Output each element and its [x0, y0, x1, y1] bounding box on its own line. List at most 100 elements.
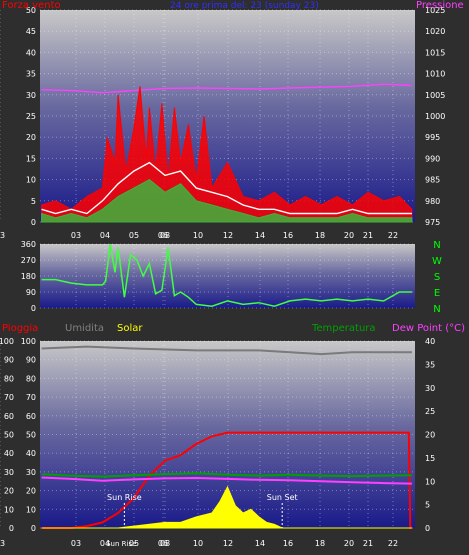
- panel3-right-tick-label: 25: [425, 407, 435, 416]
- panel2-background: [40, 244, 415, 308]
- panel3-x-tick-label: 16: [283, 539, 293, 548]
- panel1-left-tick-label: 40: [26, 48, 36, 57]
- panel3-right-tick-label: 20: [425, 431, 435, 440]
- panel3-x-tick-label: 12: [223, 539, 233, 548]
- panel3-x-tick-label: 06: [158, 539, 168, 548]
- panel1-series-3: [41, 161, 412, 215]
- panel3-x-tick-label: 03: [71, 539, 81, 548]
- panel1-x-tick-label: 23: [0, 231, 5, 240]
- panel3-x-tick-label: 20: [344, 539, 354, 548]
- panel3-left-tick-label-inner: 40: [26, 449, 36, 458]
- panel1-left-tick-label: 50: [26, 6, 36, 15]
- panel3-left-tick-label: 60: [4, 412, 14, 421]
- panel3-x-tick-label: 08: [160, 539, 170, 548]
- panel2-ticks: 0 N 90 E 180 S 270 W 360 N: [21, 240, 442, 315]
- panel3-left-tick-label: 40: [4, 449, 14, 458]
- panel1-x-tick-label: 10: [193, 231, 203, 240]
- panel1-right-tick-label: 1010: [425, 70, 445, 79]
- panel1-x-tick-label: 04: [100, 231, 110, 240]
- panel1-x-tick-label: 12: [223, 231, 233, 240]
- panel2-compass-label: S: [434, 272, 440, 283]
- panel3-right-tick-label: 40: [425, 337, 435, 346]
- panel1-x-tick-label: 18: [315, 231, 325, 240]
- panel1-right-tick-label: 990: [425, 154, 440, 163]
- panel3-right-tick-label: 30: [425, 384, 435, 393]
- panel3-series-2: [41, 472, 412, 478]
- panel3-left-tick-label-inner: 50: [26, 431, 36, 440]
- panel3-right-tick-label: 15: [425, 454, 435, 463]
- panel1-left-tick-label: 20: [26, 133, 36, 142]
- panel3-x-tick-label: 22: [388, 539, 398, 548]
- panel3-left-tick-label: 90: [4, 356, 14, 365]
- panel3-label-pioggia: Pioggia: [2, 323, 38, 334]
- panel2-left-tick-label: 270: [21, 256, 36, 265]
- panel1-x-tick-label: 20: [344, 231, 354, 240]
- panel2-series-0: [41, 243, 412, 307]
- panel1-left-tick-label: 0: [31, 218, 36, 227]
- panel3-right-tick-label: 35: [425, 360, 435, 369]
- panel1-series: [41, 83, 413, 223]
- panel3-annotation-axis-label: Sun Rise: [106, 540, 136, 548]
- panel3-left-tick-label-inner: 60: [26, 412, 36, 421]
- panel2-compass-label: E: [434, 288, 440, 299]
- panel3-left-tick-label-inner: 30: [26, 468, 36, 477]
- panel3-series-1: [41, 431, 412, 529]
- panel1-x-tick-label: 08: [160, 231, 170, 240]
- panel3-left-tick-label: 70: [4, 393, 14, 402]
- panel1-right-tick-label: 1015: [425, 48, 445, 57]
- panel1-left-tick-label: 25: [26, 112, 36, 121]
- panel1-right-tick-label: 975: [425, 218, 440, 227]
- panel3-series-4: [41, 485, 412, 529]
- panel1-left-tick-label: 5: [31, 197, 36, 206]
- panel3-x-tick-label: 23: [0, 539, 5, 548]
- panel1-right-tick-label: 1005: [425, 91, 445, 100]
- panel3-left-tick-label-inner: 70: [26, 393, 36, 402]
- panel1-right-tick-label: 980: [425, 197, 440, 206]
- panel1-left-tick-label: 30: [26, 91, 36, 100]
- panel2-compass-label: N: [433, 304, 440, 315]
- panel2-left-tick-label: 360: [21, 240, 36, 249]
- panel1-right-tick-label: 1020: [425, 27, 445, 36]
- panel3-label-umidita: Umidita: [65, 323, 104, 334]
- panel3-annotation-label: Sun Set: [267, 493, 298, 502]
- panel3-left-tick-label-inner: 80: [26, 374, 36, 383]
- panel3-left-tick-label: 10: [4, 505, 14, 514]
- panel3-left-tick-label: 30: [4, 468, 14, 477]
- panel1-x-tick-label: 22: [388, 231, 398, 240]
- panel1-x-tick-label: 03: [71, 231, 81, 240]
- panel2-compass-label: W: [432, 256, 442, 267]
- panel3-x-tick-label: 18: [315, 539, 325, 548]
- panel1-left-axis-label: Forza vento: [2, 0, 61, 11]
- panel1-series-2: [41, 179, 413, 223]
- panel1-left-tick-label: 10: [26, 176, 36, 185]
- panel3-left-tick-label: 80: [4, 374, 14, 383]
- panel3-right-tick-label: 5: [425, 501, 430, 510]
- panel3-x-tick-label: 10: [193, 539, 203, 548]
- wind-pressure-panel: 0510152025303540455097598098599099510001…: [0, 0, 464, 240]
- panel2-left-tick-label: 180: [21, 272, 36, 281]
- panel1-left-tick-label: 15: [26, 154, 36, 163]
- panel3-left-tick-label: 100: [0, 337, 14, 346]
- panel3-x-tick-label: 04: [100, 539, 110, 548]
- panel1-left-tick-label: 35: [26, 70, 36, 79]
- panel3-left-tick-label-inner: 0: [31, 524, 36, 533]
- panel3-left-tick-label-inner: 90: [26, 356, 36, 365]
- panel3-series-3: [41, 476, 412, 485]
- panel3-left-tick-label-inner: 20: [26, 487, 36, 496]
- wind-direction-panel: 0 N 90 E 180 S 270 W 360 N: [21, 240, 442, 315]
- panel1-right-tick-label: 1000: [425, 112, 445, 121]
- panel3-series-0: [41, 345, 412, 356]
- panel1-title: 24 ore prima del: 23 (sunday 23): [170, 1, 319, 11]
- panel2-compass-label: N: [433, 240, 440, 251]
- panel3-x-tick-label: 05: [129, 539, 139, 548]
- panel1-series-0: [41, 83, 412, 94]
- panel3-x-tick-label: 14: [255, 539, 265, 548]
- panel3-annotation-label: Sun Rise: [107, 493, 142, 502]
- panel3-label-solar: Solar: [117, 323, 143, 334]
- panel1-x-tick-label: 05: [129, 231, 139, 240]
- panel3-label-dewpoint: Dew Point (°C): [392, 323, 465, 334]
- panel1-right-tick-label: 995: [425, 133, 440, 142]
- panel1-right-tick-label: 1025: [425, 6, 445, 15]
